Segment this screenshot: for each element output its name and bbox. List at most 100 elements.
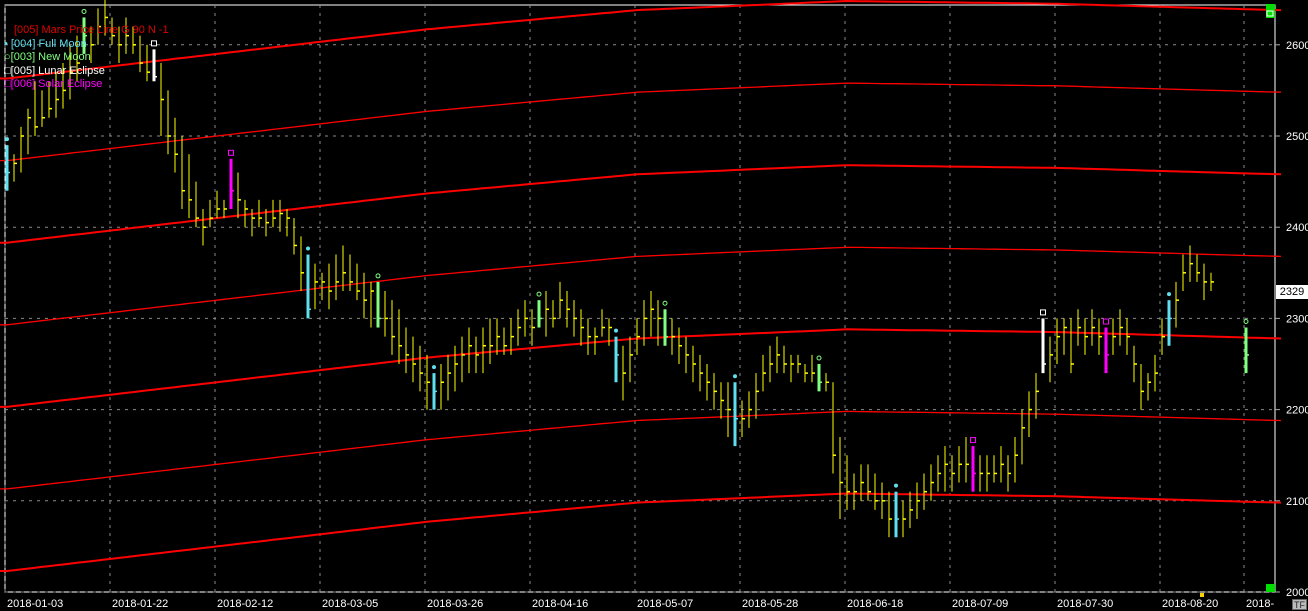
- x-tick-label: 2018-04-16: [532, 598, 588, 610]
- ohlc-bar: [90, 26, 94, 64]
- new-moon-marker-icon: [81, 8, 87, 14]
- ohlc-bar: [223, 199, 227, 219]
- mars-price-line: [0, 328, 1282, 408]
- x-tick-label: 2018-01-22: [112, 598, 168, 610]
- ohlc-bar: [251, 208, 255, 237]
- mars-price-line: [0, 410, 1282, 490]
- ohlc-bar: [923, 473, 927, 510]
- ohlc-bar: [1077, 309, 1081, 346]
- ohlc-bar: [986, 455, 990, 492]
- ohlc-bar: [909, 491, 913, 529]
- ohlc-bar: [1196, 254, 1200, 282]
- ohlc-bar: [965, 436, 969, 483]
- event-bar: [229, 158, 234, 209]
- ohlc-bar: [426, 354, 430, 410]
- full-moon-marker-icon: [306, 246, 310, 251]
- ohlc-bar: [881, 482, 885, 520]
- ohlc-bar: [720, 382, 724, 419]
- event-bar: [614, 336, 619, 383]
- tf-button[interactable]: TF: [1292, 599, 1307, 610]
- ohlc-bar: [111, 17, 115, 45]
- ohlc-bar: [727, 382, 731, 437]
- ohlc-bar: [55, 72, 59, 118]
- event-bar: [663, 309, 668, 346]
- legend-solar-eclipse: □[006] Solar Eclipse: [4, 78, 169, 92]
- ohlc-bar: [867, 464, 871, 501]
- ohlc-bar: [384, 291, 388, 337]
- ohlc-bar: [118, 26, 122, 64]
- ohlc-bar: [216, 190, 220, 219]
- event-bar: [537, 300, 542, 328]
- ohlc-bar: [783, 345, 787, 374]
- ohlc-bar: [1175, 281, 1179, 328]
- ohlc-bar: [846, 455, 850, 510]
- new-moon-marker-icon: [375, 273, 381, 279]
- ohlc-bar: [573, 300, 577, 337]
- ohlc-bar: [790, 354, 794, 383]
- event-bar: [1244, 327, 1249, 374]
- ohlc-bar: [1126, 318, 1130, 355]
- ohlc-bar: [482, 327, 486, 374]
- x-tick-label: 2018-05-28: [742, 598, 798, 610]
- ohlc-bar: [762, 354, 766, 392]
- ohlc-bar: [1133, 345, 1137, 383]
- ohlc-bar: [279, 199, 283, 232]
- ohlc-bar: [258, 199, 262, 228]
- ohlc-bar: [608, 318, 612, 346]
- ohlc-bar: [888, 491, 892, 538]
- full-moon-marker-icon: [1167, 292, 1171, 297]
- legend-solar-eclipse-label: [006] Solar Eclipse: [10, 78, 103, 90]
- ohlc-bar: [167, 90, 171, 155]
- ohlc-bar: [1119, 309, 1123, 346]
- y-tick-label: 2200: [1286, 405, 1308, 417]
- ohlc-bar: [692, 345, 696, 383]
- ohlc-bar: [27, 108, 31, 155]
- ohlc-bar: [636, 318, 640, 355]
- ohlc-bar: [916, 482, 920, 520]
- ohlc-bar: [993, 455, 997, 483]
- ohlc-bar: [1028, 391, 1032, 437]
- legend-lunar-eclipse-label: [005] Lunar Eclipse: [10, 64, 105, 77]
- event-bar: [5, 145, 10, 191]
- ohlc-bar: [797, 354, 801, 374]
- lunar-eclipse-marker-icon: [1040, 309, 1046, 316]
- y-tick-label: 2300: [1286, 313, 1308, 325]
- ohlc-bar: [629, 336, 633, 383]
- full-moon-marker-icon: [733, 374, 737, 379]
- legend-full-moon: • [004] Full Moon: [4, 38, 169, 52]
- ohlc-bar: [776, 336, 780, 374]
- ohlc-bar: [804, 364, 808, 383]
- legend-mars-price-line: [005] Mars Price Line G 90 N -1: [14, 24, 169, 36]
- event-bar: [817, 364, 822, 392]
- event-bar: [1167, 300, 1172, 346]
- ohlc-bar: [699, 354, 703, 392]
- x-tick-label: 2018-07-30: [1057, 598, 1113, 610]
- x-tick-label: 2018-03-05: [322, 598, 378, 610]
- scroll-bottom-indicator: [1266, 584, 1275, 592]
- ohlc-bar: [958, 446, 962, 483]
- full-moon-marker-icon: [894, 483, 898, 488]
- event-bar: [894, 491, 899, 538]
- ohlc-bar: [461, 336, 465, 383]
- ohlc-bar: [748, 391, 752, 428]
- event-bar: [432, 373, 437, 410]
- ohlc-bar: [174, 117, 178, 173]
- ohlc-bar: [160, 63, 164, 136]
- ohlc-bar: [48, 81, 52, 118]
- ohlc-bar: [1091, 309, 1095, 346]
- ohlc-bar: [1056, 318, 1060, 364]
- ohlc-bar: [321, 272, 325, 301]
- ohlc-bar: [622, 345, 626, 401]
- event-bar: [733, 382, 738, 447]
- x-tick-label: 2018-07-09: [952, 598, 1008, 610]
- ohlc-bar: [489, 318, 493, 364]
- ohlc-bar: [356, 263, 360, 301]
- ohlc-bar: [1147, 373, 1151, 401]
- ohlc-bar: [244, 199, 248, 228]
- ohlc-bar: [125, 17, 129, 54]
- ohlc-bar: [657, 300, 661, 346]
- ohlc-bar: [678, 327, 682, 364]
- ohlc-bar: [454, 345, 458, 392]
- mars-price-line: [0, 164, 1282, 244]
